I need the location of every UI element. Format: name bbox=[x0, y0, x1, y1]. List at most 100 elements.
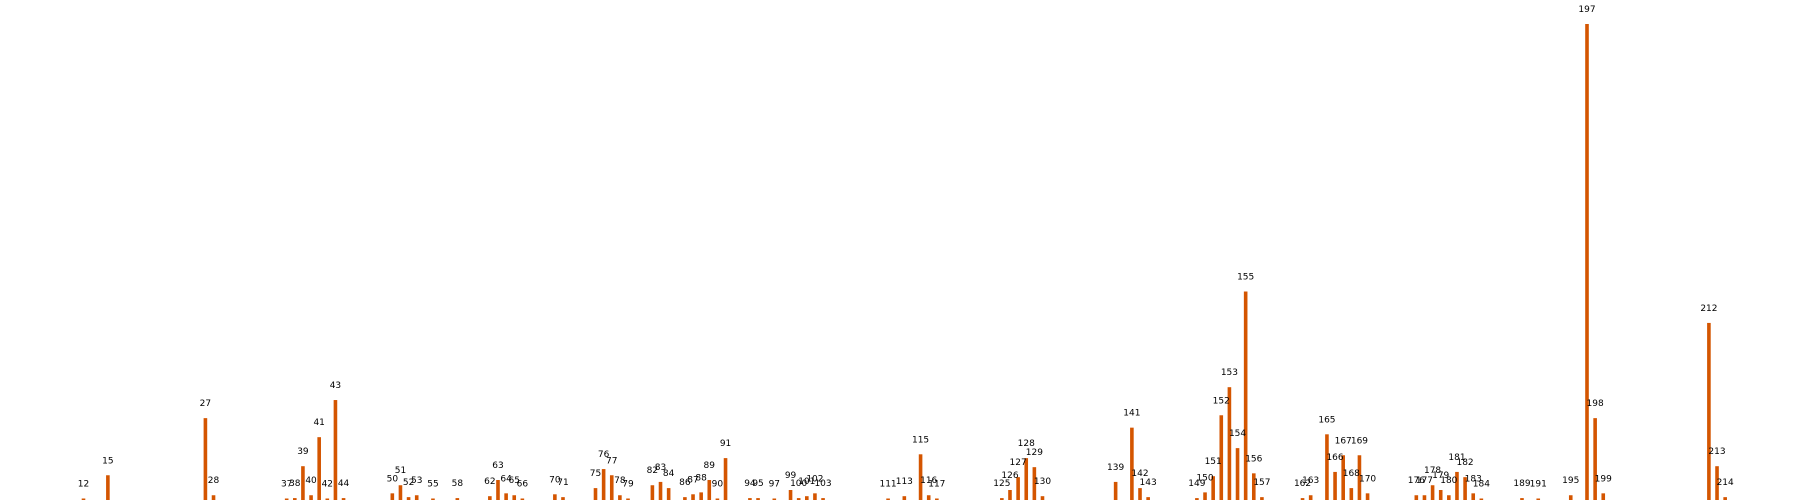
bar-label-87: 87 bbox=[687, 475, 698, 485]
bar-label-89: 89 bbox=[704, 461, 716, 471]
bar-66 bbox=[520, 498, 525, 500]
bar-100 bbox=[796, 498, 801, 500]
bar-52 bbox=[406, 497, 411, 500]
bar-label-41: 41 bbox=[313, 418, 324, 428]
bar-label-169: 169 bbox=[1351, 436, 1368, 446]
bar-label-139: 139 bbox=[1107, 463, 1124, 473]
bar-label-115: 115 bbox=[912, 435, 929, 445]
bar-154 bbox=[1235, 448, 1240, 500]
bar-label-64: 64 bbox=[500, 474, 512, 484]
bar-label-43: 43 bbox=[330, 381, 341, 391]
bar-label-154: 154 bbox=[1229, 429, 1246, 439]
bar-label-179: 179 bbox=[1432, 471, 1449, 481]
bar-88 bbox=[699, 492, 703, 500]
bar-label-195: 195 bbox=[1562, 476, 1579, 486]
bar-113 bbox=[902, 496, 907, 500]
bar-label-78: 78 bbox=[614, 476, 626, 486]
bar-58 bbox=[455, 498, 460, 500]
bar-label-155: 155 bbox=[1237, 273, 1254, 283]
bar-label-58: 58 bbox=[452, 479, 464, 489]
bar-label-88: 88 bbox=[695, 473, 707, 483]
bar-label-103: 103 bbox=[814, 479, 831, 489]
bar-label-100: 100 bbox=[790, 479, 807, 489]
bar-168 bbox=[1349, 488, 1354, 500]
bar-label-191: 191 bbox=[1530, 480, 1547, 490]
bar-label-125: 125 bbox=[993, 479, 1010, 489]
bars-layer bbox=[81, 24, 1727, 500]
bar-87 bbox=[691, 494, 695, 500]
bar-label-82: 82 bbox=[647, 466, 658, 476]
bar-41 bbox=[317, 437, 321, 500]
bar-70 bbox=[553, 494, 557, 500]
bar-label-76: 76 bbox=[598, 450, 610, 460]
bar-label-151: 151 bbox=[1205, 457, 1222, 467]
bar-179 bbox=[1438, 490, 1443, 500]
bar-115 bbox=[918, 454, 923, 500]
bar-label-157: 157 bbox=[1253, 478, 1270, 488]
bar-75 bbox=[593, 488, 598, 500]
bar-165 bbox=[1325, 434, 1329, 500]
bar-15 bbox=[106, 475, 110, 500]
bar-label-167: 167 bbox=[1335, 436, 1352, 446]
bar-37 bbox=[284, 498, 289, 500]
bar-76 bbox=[601, 469, 606, 500]
bar-label-90: 90 bbox=[712, 480, 724, 490]
bar-label-129: 129 bbox=[1026, 448, 1043, 458]
bar-label-199: 199 bbox=[1595, 474, 1612, 484]
bar-label-163: 163 bbox=[1302, 476, 1319, 486]
bar-label-62: 62 bbox=[484, 477, 495, 487]
bar-label-166: 166 bbox=[1326, 453, 1343, 463]
bar-213 bbox=[1715, 466, 1719, 500]
bar-157 bbox=[1260, 497, 1264, 500]
bar-195 bbox=[1568, 495, 1573, 500]
bar-53 bbox=[414, 495, 419, 500]
bar-167 bbox=[1341, 455, 1345, 500]
bar-103 bbox=[821, 498, 825, 500]
bar-label-178: 178 bbox=[1424, 466, 1441, 476]
bar-label-127: 127 bbox=[1010, 458, 1027, 468]
bar-label-183: 183 bbox=[1465, 474, 1482, 484]
bar-label-83: 83 bbox=[655, 463, 666, 473]
bar-label-79: 79 bbox=[622, 480, 634, 490]
bar-label-130: 130 bbox=[1034, 477, 1051, 487]
bar-39 bbox=[301, 466, 305, 500]
bar-label-38: 38 bbox=[289, 479, 301, 489]
bar-151 bbox=[1211, 476, 1215, 500]
bar-63 bbox=[496, 480, 500, 500]
bar-82 bbox=[650, 485, 655, 500]
bar-label-176: 176 bbox=[1408, 476, 1425, 486]
bar-97 bbox=[772, 498, 777, 500]
bar-label-142: 142 bbox=[1131, 469, 1148, 479]
bar-label-143: 143 bbox=[1140, 478, 1157, 488]
bar-label-170: 170 bbox=[1359, 474, 1376, 484]
bar-label-75: 75 bbox=[590, 469, 601, 479]
bar-label-86: 86 bbox=[679, 478, 691, 488]
bar-127 bbox=[1016, 477, 1020, 500]
bar-214 bbox=[1723, 497, 1727, 500]
bar-27 bbox=[203, 418, 208, 500]
bar-90 bbox=[715, 498, 720, 500]
bar-156 bbox=[1251, 473, 1256, 500]
bar-label-141: 141 bbox=[1123, 409, 1140, 419]
bar-label-126: 126 bbox=[1001, 471, 1018, 481]
bar-label-149: 149 bbox=[1188, 479, 1205, 489]
bar-79 bbox=[626, 498, 630, 500]
bar-label-102: 102 bbox=[806, 474, 823, 484]
bar-label-53: 53 bbox=[411, 476, 422, 486]
bar-111 bbox=[886, 498, 890, 500]
bar-label-51: 51 bbox=[395, 466, 406, 476]
bar-189 bbox=[1520, 498, 1524, 500]
bar-label-214: 214 bbox=[1717, 478, 1734, 488]
bar-label-40: 40 bbox=[305, 476, 317, 486]
bar-label-66: 66 bbox=[517, 480, 529, 490]
bar-label-101: 101 bbox=[798, 477, 815, 487]
bar-182 bbox=[1463, 477, 1467, 500]
bar-label-128: 128 bbox=[1018, 439, 1035, 449]
bar-62 bbox=[488, 496, 492, 500]
bar-label-39: 39 bbox=[297, 447, 309, 457]
bar-label-111: 111 bbox=[879, 480, 896, 490]
bar-label-212: 212 bbox=[1700, 304, 1717, 314]
